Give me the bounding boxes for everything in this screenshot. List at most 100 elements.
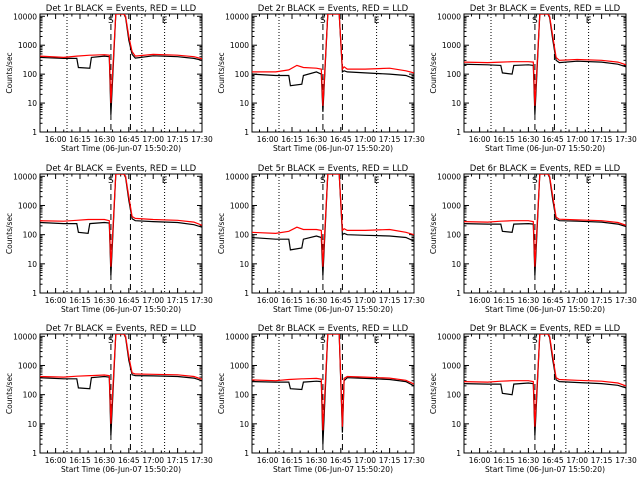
x-tick-label: 17:15 <box>167 456 189 465</box>
chart-panel-6: Det 6r BLACK = Events, RED = LLD 1 10 100 10… <box>429 164 637 314</box>
panel-title: Det 8r BLACK = Events, RED = LLD <box>258 324 409 334</box>
y-tick-label: 1000 <box>230 201 249 210</box>
x-tick-label: 17:00 <box>566 135 588 144</box>
x-tick-label: 16:30 <box>306 296 328 305</box>
y-tick-label: 1000 <box>442 201 461 210</box>
y-tick-label: 100 <box>23 391 38 400</box>
chart-panel-4: Det 4r BLACK = Events, RED = LLD 1 10 100 10… <box>5 164 213 314</box>
marker-e: E <box>162 16 168 26</box>
x-tick-label: 16:15 <box>69 135 91 144</box>
y-tick-label: 10000 <box>437 172 461 181</box>
chart-panel-8: Det 8r BLACK = Events, RED = LLD 1 10 100 10… <box>217 324 425 474</box>
lld-series-line <box>40 14 202 104</box>
y-tick-label: 10 <box>27 420 37 429</box>
x-tick-label: 16:00 <box>257 456 279 465</box>
events-series-line <box>252 14 414 112</box>
panel-title: Det 1r BLACK = Events, RED = LLD <box>46 4 197 14</box>
x-tick-label: 17:00 <box>354 296 376 305</box>
x-tick-label: 16:30 <box>518 135 540 144</box>
x-tick-label: 16:45 <box>330 135 352 144</box>
events-series-line <box>464 174 626 276</box>
events-series-line <box>464 334 626 436</box>
y-tick-label: 10000 <box>225 12 249 21</box>
x-tick-label: 17:30 <box>403 456 425 465</box>
x-tick-label: 16:45 <box>330 456 352 465</box>
y-axis-label: Counts/sec <box>5 373 14 414</box>
marker-e: E <box>374 176 380 186</box>
x-tick-label: 17:15 <box>379 456 401 465</box>
panel-title: Det 9r BLACK = Events, RED = LLD <box>470 324 621 334</box>
y-tick-label: 10 <box>239 420 249 429</box>
x-tick-label: 17:30 <box>615 456 637 465</box>
plot-area <box>464 174 626 276</box>
x-tick-label: 17:00 <box>566 296 588 305</box>
x-axis-label: Start Time (06-Jun-07 15:50:20) <box>61 144 181 153</box>
plot-frame <box>463 13 627 133</box>
x-tick-label: 16:15 <box>493 135 515 144</box>
marker-e: E <box>374 16 380 26</box>
x-tick-label: 17:00 <box>142 135 164 144</box>
plot-area <box>252 174 414 276</box>
plot-frame <box>251 333 415 454</box>
x-tick-label: 16:45 <box>330 296 352 305</box>
x-tick-label: 17:30 <box>615 135 637 144</box>
x-tick-label: 17:00 <box>566 456 588 465</box>
x-tick-label: 16:45 <box>542 456 564 465</box>
chart-panel-2: Det 2r BLACK = Events, RED = LLD 1 10 100 10… <box>217 4 425 153</box>
plot-area <box>40 14 202 115</box>
y-axis-label: Counts/sec <box>217 373 226 414</box>
marker-s: S <box>108 176 114 186</box>
lld-series-line <box>252 174 414 267</box>
x-tick-label: 16:00 <box>45 135 67 144</box>
x-tick-label: 16:00 <box>257 296 279 305</box>
lld-series-line <box>464 14 626 106</box>
y-tick-label: 10 <box>451 420 461 429</box>
marker-s: S <box>532 176 538 186</box>
y-tick-label: 100 <box>447 70 462 79</box>
y-tick-label: 1000 <box>230 41 249 50</box>
x-tick-label: 17:00 <box>142 296 164 305</box>
y-tick-label: 1 <box>32 128 37 137</box>
y-tick-label: 10 <box>27 260 37 269</box>
x-tick-label: 16:30 <box>306 135 328 144</box>
x-axis-label: Start Time (06-Jun-07 15:50:20) <box>61 465 181 474</box>
y-tick-label: 10000 <box>225 332 249 341</box>
x-tick-label: 16:45 <box>118 135 140 144</box>
marker-e: E <box>374 336 380 346</box>
plot-area <box>464 334 626 436</box>
x-axis-label: Start Time (06-Jun-07 15:50:20) <box>273 465 393 474</box>
marker-s: S <box>320 16 326 26</box>
y-tick-label: 100 <box>447 231 462 240</box>
plot-area <box>40 174 202 276</box>
chart-panel-3: Det 3r BLACK = Events, RED = LLD 1 10 100 10… <box>429 4 637 153</box>
x-tick-label: 16:30 <box>518 296 540 305</box>
marker-s: S <box>320 336 326 346</box>
y-tick-label: 10000 <box>437 12 461 21</box>
x-tick-label: 16:30 <box>306 456 328 465</box>
y-tick-label: 1 <box>32 449 37 458</box>
x-tick-label: 16:30 <box>94 296 116 305</box>
y-tick-label: 1 <box>244 289 249 298</box>
x-tick-label: 17:30 <box>191 135 213 144</box>
marker-e: E <box>162 176 168 186</box>
y-tick-label: 10000 <box>13 332 37 341</box>
y-axis-label: Counts/sec <box>429 52 438 93</box>
lld-series-line <box>40 174 202 267</box>
y-tick-label: 10 <box>239 260 249 269</box>
events-series-line <box>40 334 202 436</box>
x-tick-label: 17:15 <box>167 135 189 144</box>
plot-area <box>464 14 626 115</box>
x-tick-label: 16:15 <box>493 456 515 465</box>
y-tick-label: 1 <box>32 289 37 298</box>
chart-panel-5: Det 5r BLACK = Events, RED = LLD 1 10 100 10… <box>217 164 425 314</box>
plot-frame <box>251 13 415 133</box>
plot-area <box>40 334 202 436</box>
x-tick-label: 16:00 <box>469 456 491 465</box>
x-axis-label: Start Time (06-Jun-07 15:50:20) <box>273 144 393 153</box>
x-tick-label: 16:00 <box>469 135 491 144</box>
x-tick-label: 16:45 <box>118 456 140 465</box>
marker-s: S <box>320 176 326 186</box>
x-tick-label: 17:15 <box>591 456 613 465</box>
marker-e: E <box>586 336 592 346</box>
panel-title: Det 6r BLACK = Events, RED = LLD <box>470 164 621 174</box>
